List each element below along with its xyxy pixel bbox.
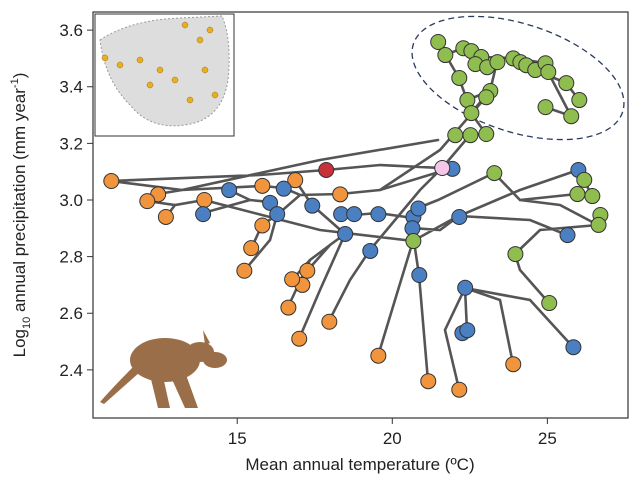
x-tick-label: 25 [538,429,557,448]
y-axis-label-part: annual precipitation (mm year [10,88,29,317]
inset-map [94,13,235,137]
y-tick-label: 3.2 [59,134,83,153]
point [243,240,260,257]
point [280,299,297,316]
point [558,75,575,92]
point [195,206,212,223]
point [565,339,582,356]
y-tick-label: 3.0 [59,191,83,210]
point [563,108,580,125]
point [459,322,476,339]
point [486,165,503,182]
point [576,171,593,188]
point [584,188,601,205]
point [321,313,338,330]
kangaroo-illustration [100,330,227,408]
point [221,182,238,199]
point [451,208,468,225]
y-axis-label-part: -1 [9,78,21,88]
point [540,64,557,81]
point [507,246,524,263]
point [590,216,607,233]
point [463,105,480,122]
x-tick-label: 20 [383,429,402,448]
point [196,191,213,208]
point [332,186,349,203]
point [437,47,454,64]
point [411,267,428,284]
point [337,225,354,242]
point [541,295,558,312]
point [284,271,301,288]
point [275,180,292,197]
point [462,127,479,144]
x-axis-label: Mean annual temperature (ºC) [245,455,474,474]
point [430,34,447,51]
point [304,197,321,214]
point [478,126,495,143]
point [291,330,308,347]
y-tick-label: 3.6 [59,21,83,40]
plot-frame [92,11,629,419]
cluster-outline [411,15,625,141]
point [139,193,156,210]
point [157,208,174,225]
y-tick-label: 2.4 [59,361,83,380]
y-axis-label-part: 10 [21,317,33,329]
point [457,279,474,296]
y-tick-label: 3.4 [59,78,83,97]
point [569,186,586,203]
y-tick-label: 2.6 [59,304,83,323]
point [103,173,120,190]
point [269,206,286,223]
point [318,161,335,178]
point [505,356,522,373]
point [370,206,387,223]
y-axis-label: Log10 annual precipitation (mm year-1) [9,73,33,358]
point [287,172,304,189]
point [236,262,253,279]
point [410,200,427,217]
point [254,177,271,194]
point [262,194,279,211]
y-tick-label: 2.8 [59,248,83,267]
y-axis-label-part: Log [10,329,29,357]
y-axis-label-part: ) [10,73,29,79]
point [447,127,464,144]
point [434,160,451,177]
point [370,347,387,364]
point [451,381,468,398]
point [420,373,437,390]
point [299,262,316,279]
point [478,89,495,106]
point [405,233,422,250]
x-tick-label: 15 [228,429,247,448]
point [559,227,576,244]
point [537,99,554,116]
point [451,69,468,86]
point [346,206,363,223]
point [571,92,588,109]
point [489,54,506,71]
point [254,217,271,234]
point [362,242,379,259]
